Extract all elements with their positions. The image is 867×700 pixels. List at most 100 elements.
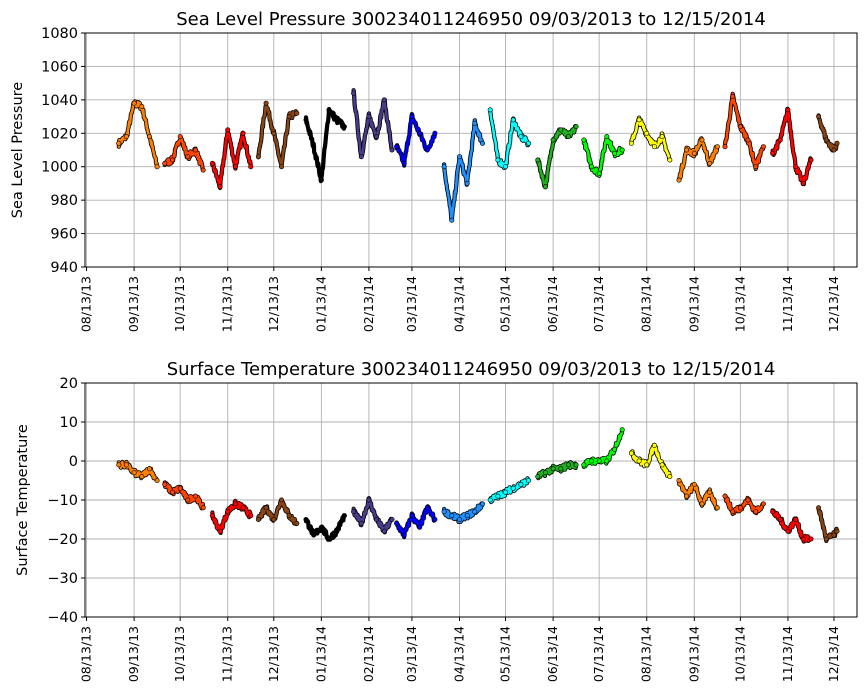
x-tick-label: 10/13/14: [732, 626, 747, 682]
data-point: [800, 536, 806, 542]
data-point: [248, 513, 254, 519]
x-tick-label: 02/13/14: [361, 276, 376, 332]
x-tick-label: 12/13/13: [266, 276, 281, 332]
x-tick-label: 07/13/14: [591, 626, 606, 682]
data-point: [651, 442, 657, 448]
data-point: [510, 485, 516, 491]
data-point: [326, 536, 332, 542]
data-point: [351, 90, 357, 96]
data-point: [334, 117, 340, 123]
data-point: [565, 462, 571, 468]
y-tick-label: 0: [69, 454, 78, 470]
data-point: [793, 164, 799, 170]
series-line: [352, 496, 394, 534]
data-point: [823, 137, 829, 143]
data-point: [394, 520, 400, 526]
x-tick-label: 11/13/13: [220, 626, 235, 682]
data-point: [604, 458, 610, 464]
series-line: [211, 129, 253, 190]
data-point: [691, 150, 697, 156]
x-tick-label: 11/13/13: [220, 276, 235, 332]
x-tick-label: 08/13/14: [639, 276, 654, 332]
data-point: [464, 513, 470, 519]
data-point: [162, 160, 168, 166]
data-point: [200, 505, 206, 511]
data-point: [699, 137, 705, 143]
data-point: [636, 458, 642, 464]
data-point: [684, 147, 690, 153]
data-point: [737, 124, 743, 130]
data-point: [170, 489, 176, 495]
x-tick-label: 04/13/14: [451, 276, 466, 332]
data-point: [831, 532, 837, 538]
data-point: [479, 501, 485, 507]
data-point: [651, 144, 657, 150]
data-point: [495, 157, 501, 163]
data-point: [271, 516, 277, 522]
x-tick-label: 01/13/14: [313, 626, 328, 682]
x-tick-label: 12/13/14: [826, 626, 841, 682]
x-tick-label: 11/13/14: [780, 626, 795, 682]
x-tick-label: 09/13/14: [686, 276, 701, 332]
data-point: [351, 509, 357, 515]
data-point: [558, 127, 564, 133]
data-point: [542, 184, 548, 190]
pressure-panel: 940 960 980 1000 1020 1040 1060 1080 08/13/13 09/…: [10, 9, 858, 332]
data-point: [358, 154, 364, 160]
data-point: [255, 154, 261, 160]
data-point: [588, 458, 594, 464]
data-point: [185, 497, 191, 503]
data-point: [394, 144, 400, 150]
data-point: [185, 154, 191, 160]
data-point: [417, 524, 423, 530]
x-tick-label: 10/13/13: [172, 276, 187, 332]
data-point: [472, 509, 478, 515]
data-point: [389, 516, 395, 522]
data-point: [722, 493, 728, 499]
y-tick-label: 1040: [41, 93, 78, 109]
data-point: [432, 516, 438, 522]
y-tick-label: 1080: [41, 26, 78, 42]
data-point: [535, 157, 541, 163]
data-point: [116, 462, 122, 468]
x-tick-label: 09/13/13: [126, 276, 141, 332]
chart-title: Sea Level Pressure 300234011246950 09/03…: [176, 9, 766, 30]
data-point: [303, 117, 309, 123]
data-point: [745, 497, 751, 503]
data-point: [225, 509, 231, 515]
data-point: [526, 477, 532, 483]
data-point: [456, 154, 462, 160]
data-point: [464, 180, 470, 186]
y-tick-label: 1060: [41, 59, 78, 75]
data-point: [232, 501, 238, 507]
data-point: [550, 466, 556, 472]
data-point: [232, 164, 238, 170]
data-point: [318, 524, 324, 530]
data-point: [358, 520, 364, 526]
data-point: [604, 134, 610, 140]
data-point: [628, 450, 634, 456]
series-line: [677, 137, 719, 181]
y-tick-label: 940: [50, 260, 78, 276]
data-point: [389, 147, 395, 153]
data-point: [286, 114, 292, 120]
x-tick-label: 11/13/14: [780, 276, 795, 332]
data-point: [139, 104, 145, 110]
data-point: [278, 164, 284, 170]
y-tick-label: 980: [50, 193, 78, 209]
data-point: [707, 489, 713, 495]
data-point: [177, 485, 183, 491]
data-point: [588, 164, 594, 170]
data-point: [487, 107, 493, 113]
y-axis-label: Surface Temperature: [15, 424, 31, 576]
y-tick-label: −40: [47, 610, 78, 626]
data-point: [714, 144, 720, 150]
x-tick-label: 05/13/14: [498, 276, 513, 332]
data-point: [834, 140, 840, 146]
data-point: [311, 144, 317, 150]
x-tick-label: 09/13/14: [686, 626, 701, 682]
x-tick-label: 08/13/14: [639, 626, 654, 682]
data-point: [441, 164, 447, 170]
data-point: [770, 509, 776, 515]
data-point: [777, 516, 783, 522]
